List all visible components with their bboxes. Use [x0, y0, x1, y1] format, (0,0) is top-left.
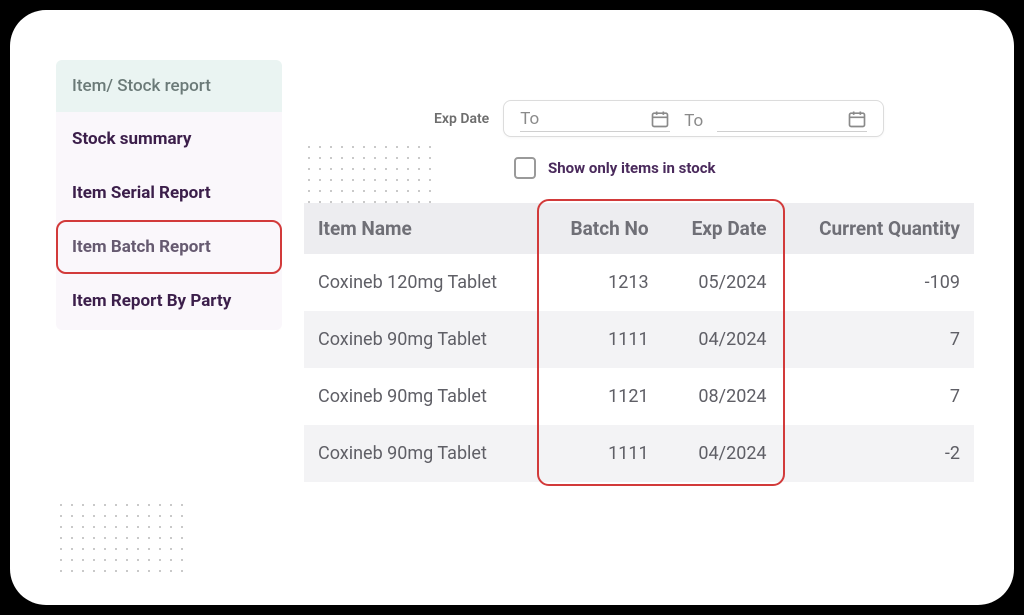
checkbox-label: Show only items in stock: [548, 159, 716, 177]
sidebar-item-serial-report[interactable]: Item Serial Report: [56, 166, 282, 220]
cell-batch-no: 1121: [541, 368, 663, 425]
cell-batch-no: 1213: [541, 254, 663, 311]
col-batch-no[interactable]: Batch No: [541, 203, 663, 254]
sidebar-item-label: Item Batch Report: [72, 237, 211, 257]
date-from-placeholder: To: [520, 109, 539, 129]
cell-exp-date: 04/2024: [663, 425, 781, 482]
calendar-icon: [847, 109, 867, 129]
date-range-picker: To To: [503, 100, 884, 137]
sidebar: Item/ Stock report Stock summary Item Se…: [56, 60, 282, 575]
show-only-in-stock-checkbox[interactable]: [514, 157, 536, 179]
date-from-field[interactable]: To: [520, 109, 670, 132]
cell-item-name: Coxineb 120mg Tablet: [304, 254, 541, 311]
table-row[interactable]: Coxineb 90mg Tablet 1111 04/2024 7: [304, 311, 974, 368]
cell-qty: 7: [781, 368, 974, 425]
cell-item-name: Coxineb 90mg Tablet: [304, 368, 541, 425]
dot-grid-decoration: [60, 504, 186, 575]
sidebar-item-label: Stock summary: [72, 129, 192, 149]
col-item-name[interactable]: Item Name: [304, 203, 541, 254]
batch-report-table: Item Name Batch No Exp Date Current Quan…: [304, 203, 974, 482]
calendar-icon: [650, 109, 670, 129]
layout: Item/ Stock report Stock summary Item Se…: [56, 60, 974, 575]
cell-item-name: Coxineb 90mg Tablet: [304, 311, 541, 368]
filter-row: Exp Date To To: [434, 100, 974, 137]
sidebar-item-label: Item Report By Party: [72, 291, 231, 311]
sidebar-item-report-by-party[interactable]: Item Report By Party: [56, 274, 282, 328]
table-header-row: Item Name Batch No Exp Date Current Quan…: [304, 203, 974, 254]
table-row[interactable]: Coxineb 120mg Tablet 1213 05/2024 -109: [304, 254, 974, 311]
sidebar-list: Stock summary Item Serial Report Item Ba…: [56, 112, 282, 330]
exp-date-label: Exp Date: [434, 111, 489, 127]
cell-batch-no: 1111: [541, 311, 663, 368]
col-exp-date[interactable]: Exp Date: [663, 203, 781, 254]
main-content: Exp Date To To: [304, 60, 974, 575]
sidebar-item-stock-summary[interactable]: Stock summary: [56, 112, 282, 166]
date-to-field[interactable]: [717, 109, 867, 132]
sidebar-item-batch-report[interactable]: Item Batch Report: [56, 220, 282, 274]
table-wrap: Item Name Batch No Exp Date Current Quan…: [304, 203, 974, 482]
app-frame: Item/ Stock report Stock summary Item Se…: [10, 10, 1014, 605]
table-row[interactable]: Coxineb 90mg Tablet 1111 04/2024 -2: [304, 425, 974, 482]
cell-qty: -2: [781, 425, 974, 482]
cell-exp-date: 04/2024: [663, 311, 781, 368]
cell-item-name: Coxineb 90mg Tablet: [304, 425, 541, 482]
table-row[interactable]: Coxineb 90mg Tablet 1121 08/2024 7: [304, 368, 974, 425]
cell-exp-date: 05/2024: [663, 254, 781, 311]
sidebar-header: Item/ Stock report: [56, 60, 282, 112]
cell-qty: -109: [781, 254, 974, 311]
checkbox-row: Show only items in stock: [514, 157, 974, 179]
sidebar-item-label: Item Serial Report: [72, 183, 211, 203]
date-separator: To: [680, 111, 707, 131]
cell-batch-no: 1111: [541, 425, 663, 482]
cell-qty: 7: [781, 311, 974, 368]
cell-exp-date: 08/2024: [663, 368, 781, 425]
col-current-qty[interactable]: Current Quantity: [781, 203, 974, 254]
